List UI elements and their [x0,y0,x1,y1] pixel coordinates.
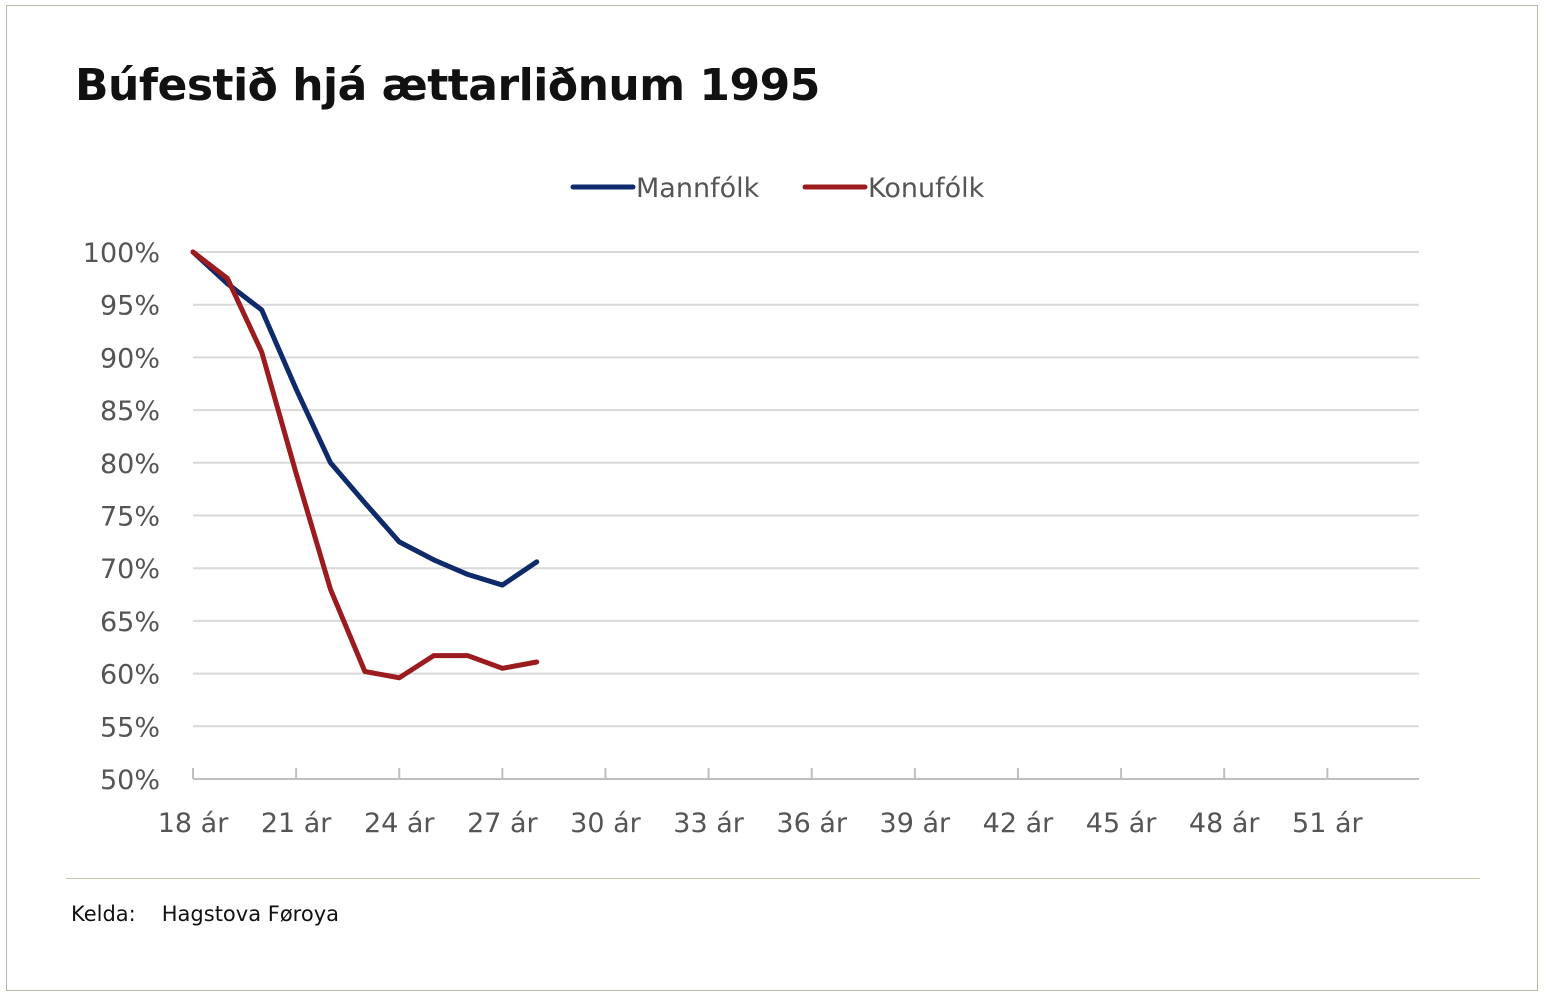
source-label: Kelda: [71,902,136,926]
x-tick-label: 21 ár [261,808,332,839]
y-tick-label: 75% [100,502,160,533]
x-tick-label: 30 ár [570,808,641,839]
y-tick-label: 50% [100,765,160,796]
chart-title: Búfestið hjá ættarliðnum 1995 [75,60,820,111]
y-tick-label: 65% [100,607,160,638]
y-tick-label: 100% [83,238,160,269]
x-tick-label: 18 ár [158,808,229,839]
series-line-konuf-lk [190,249,540,681]
x-tick-label: 24 ár [364,808,435,839]
x-tick-label: 39 ár [880,808,951,839]
y-tick-label: 90% [100,343,160,374]
legend-label: Mannfólk [636,173,760,204]
legend-label: Konufólk [868,173,985,204]
x-tick-label: 51 ár [1292,808,1363,839]
y-tick-label: 80% [100,449,160,480]
series-line-mannf-lk [190,249,540,588]
y-tick-label: 85% [100,396,160,427]
footer-divider [66,878,1480,879]
x-tick-label: 42 ár [983,808,1054,839]
chart-frame [6,5,1538,991]
y-tick-label: 60% [100,660,160,691]
y-tick-label: 95% [100,291,160,322]
y-tick-labels: 50% 55% 60% 65% 70% 75% 80% 85% 90% 95% 100% [83,238,160,796]
source-note: Kelda: Hagstova Føroya [71,902,339,926]
x-tick-label: 45 ár [1086,808,1157,839]
x-tick-label: 36 ár [776,808,847,839]
x-tick-label: 48 ár [1189,808,1260,839]
x-tick-labels: 18 ár 21 ár 24 ár 27 ár 30 ár 33 ár 36 ár 39 ár… [158,808,1364,839]
x-axis [192,768,1419,780]
series-lines [190,249,540,681]
y-tick-label: 70% [100,554,160,585]
legend: Mannfólk Konufólk [570,173,985,204]
grid-lines [193,251,1419,728]
y-tick-label: 55% [100,712,160,743]
source-value: Hagstova Føroya [161,902,339,926]
x-tick-label: 27 ár [467,808,538,839]
x-tick-label: 33 ár [673,808,744,839]
